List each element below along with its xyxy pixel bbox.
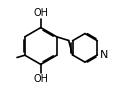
Text: OH: OH [33,8,48,18]
Text: N: N [100,50,108,60]
Text: OH: OH [33,74,48,84]
